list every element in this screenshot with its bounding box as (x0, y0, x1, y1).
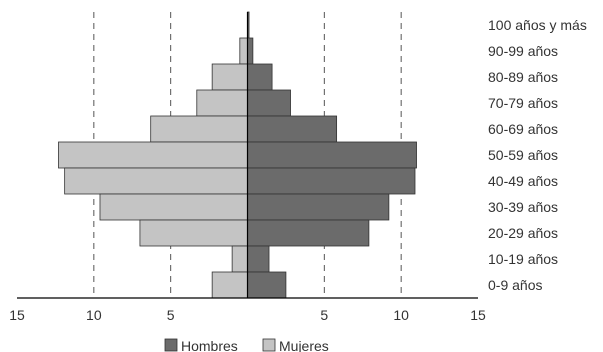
category-label: 50-59 años (488, 147, 558, 163)
x-tick-label: 15 (470, 307, 486, 323)
bar-hombres-6 (247, 167, 416, 195)
category-label: 60-69 años (488, 121, 558, 137)
bar-hombres-3 (247, 89, 291, 117)
bars (58, 11, 417, 299)
category-label: 0-9 años (488, 277, 542, 293)
bar-mujeres-7 (99, 193, 248, 221)
legend: Hombres Mujeres (164, 338, 329, 352)
legend-label-mujeres: Mujeres (279, 338, 329, 352)
x-tick-labels: 15 10 5 5 10 15 (9, 307, 486, 323)
bar-hombres-10 (247, 271, 287, 299)
legend-swatch-mujeres (262, 338, 276, 352)
category-label: 20-29 años (488, 225, 558, 241)
category-label: 70-79 años (488, 95, 558, 111)
category-label: 100 años y más (488, 17, 587, 33)
category-label: 90-99 años (488, 43, 558, 59)
bar-hombres-8 (247, 219, 370, 247)
x-tick-label: 10 (86, 307, 102, 323)
axes (17, 12, 478, 299)
x-tick-label: 10 (393, 307, 409, 323)
bar-mujeres-5 (58, 141, 248, 169)
bar-mujeres-6 (64, 167, 248, 195)
bar-hombres-9 (247, 245, 270, 273)
category-labels: 100 años y más 90-99 años 80-89 años 70-79 … (488, 17, 587, 293)
legend-label-hombres: Hombres (181, 338, 238, 352)
bar-hombres-7 (247, 193, 390, 221)
bar-mujeres-2 (211, 63, 248, 91)
bar-mujeres-8 (139, 219, 248, 247)
category-label: 30-39 años (488, 199, 558, 215)
bar-hombres-5 (247, 141, 417, 169)
bar-mujeres-9 (231, 245, 248, 273)
bar-mujeres-1 (239, 37, 248, 65)
x-tick-label: 5 (167, 307, 175, 323)
bar-hombres-4 (247, 115, 338, 143)
category-label: 10-19 años (488, 251, 558, 267)
bar-mujeres-3 (196, 89, 248, 117)
category-label: 80-89 años (488, 69, 558, 85)
category-label: 40-49 años (488, 173, 558, 189)
legend-swatch-hombres (164, 338, 178, 352)
bar-hombres-1 (247, 37, 254, 65)
bar-hombres-2 (247, 63, 273, 91)
x-tick-label: 5 (320, 307, 328, 323)
bar-mujeres-4 (150, 115, 248, 143)
x-tick-label: 15 (9, 307, 25, 323)
bar-mujeres-10 (211, 271, 248, 299)
